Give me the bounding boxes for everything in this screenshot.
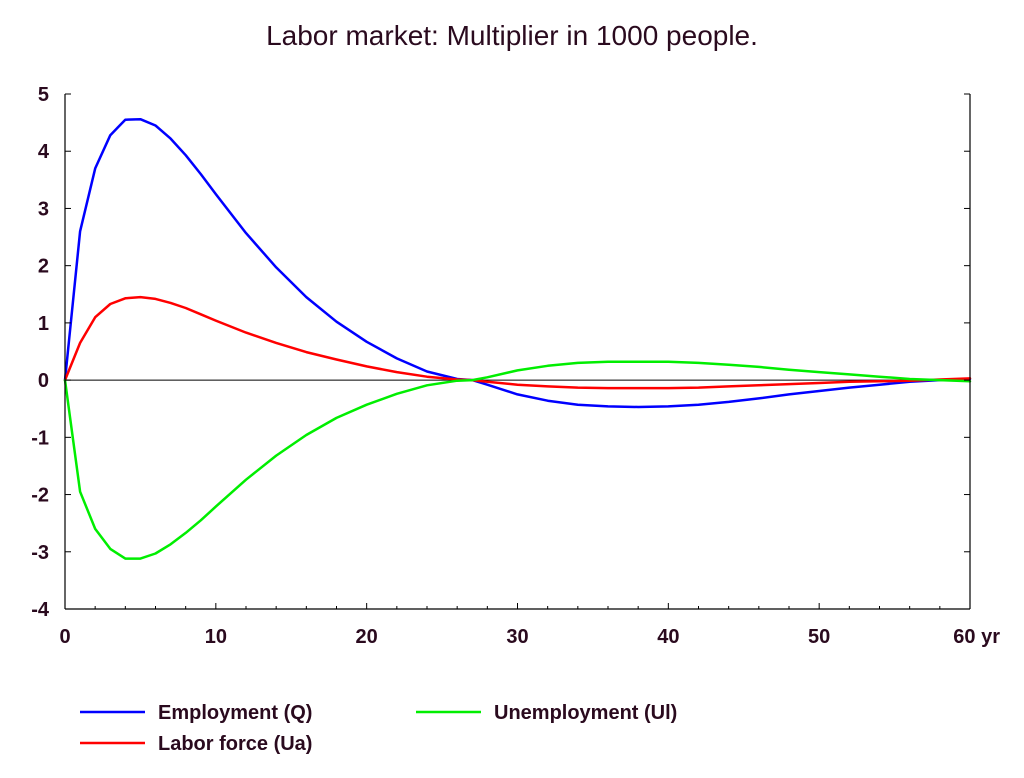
x-tick-label: 30 [506,626,528,648]
legend-label-3: Unemployment (Ul) [494,702,677,724]
y-tick-label: 4 [38,141,50,163]
x-tick-label: 60 yr [953,626,1000,648]
y-tick-label: -3 [31,542,49,564]
y-tick-label: -1 [31,427,49,449]
series-line-3 [63,360,972,560]
y-tick-label: 3 [38,198,49,220]
y-tick-label: 1 [38,313,49,335]
y-tick-label: 0 [38,370,49,392]
x-tick-label: 0 [59,626,70,648]
y-tick-label: 2 [38,256,49,278]
legend-label-1: Employment (Q) [158,702,312,724]
y-tick-label: -2 [31,485,49,507]
y-tick-label: 5 [38,84,49,106]
chart-title: Labor market: Multiplier in 1000 people. [266,20,758,51]
x-tick-label: 40 [657,626,679,648]
legend-label-2: Labor force (Ua) [158,733,312,755]
x-tick-label: 20 [356,626,378,648]
series-line-1 [63,117,972,409]
x-tick-label: 50 [808,626,830,648]
y-tick-label: -4 [31,599,50,621]
x-tick-label: 10 [205,626,227,648]
